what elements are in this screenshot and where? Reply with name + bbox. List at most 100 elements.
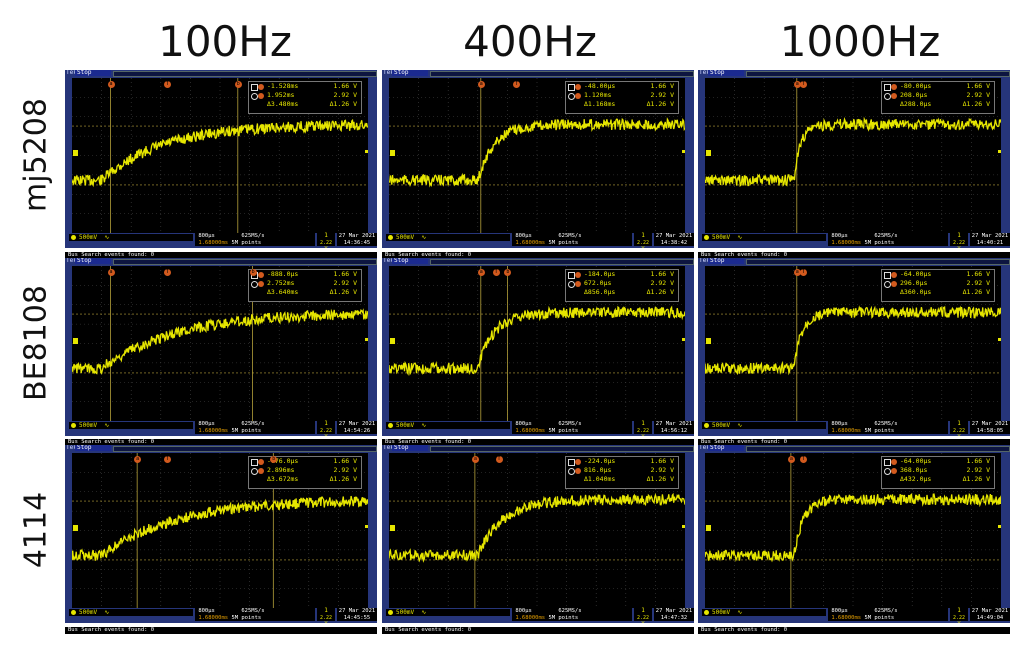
capture-time: 14:45:55 <box>343 614 371 621</box>
channel-settings[interactable]: 500mV ∿ <box>386 609 510 616</box>
trigger-settings[interactable]: 1 2.22 V <box>634 420 652 436</box>
waveform-screen[interactable]: -80.00µs 1.66 V 208.0µs 2.92 V Δ288.0µs … <box>705 78 1001 233</box>
stop-status[interactable]: Stop <box>75 258 111 264</box>
channel-settings[interactable]: 500mV ∿ <box>69 422 193 429</box>
waveform-screen[interactable]: -224.0µs 1.66 V 816.0µs 2.92 V Δ1.040ms … <box>389 453 685 608</box>
stop-status[interactable]: Stop <box>708 445 744 451</box>
timebase-settings[interactable]: 800µs 625MS/s 1.68000ms 5M points <box>195 608 315 621</box>
waveform-screen[interactable]: -64.00µs 1.66 V 296.0µs 2.92 V Δ360.0µs … <box>705 266 1001 421</box>
delta-volt: Δ1.26 V <box>646 475 674 483</box>
timebase-settings[interactable]: 800µs 625MS/s 1.68000ms 5M points <box>512 608 632 621</box>
trigger-settings[interactable]: 1 2.22 V <box>634 232 652 249</box>
trigger-level-icon[interactable] <box>998 338 1001 341</box>
ch1-marker-icon[interactable] <box>73 150 78 156</box>
channel-settings[interactable]: 500mV ∿ <box>386 422 510 429</box>
channel-settings[interactable]: 500mV ∿ <box>702 609 826 616</box>
timebase-settings[interactable]: 800µs 625MS/s 1.68000ms 5M points <box>828 233 948 246</box>
ch1-marker-icon[interactable] <box>706 338 711 344</box>
trigger-time-marker-icon[interactable]: T <box>799 269 807 276</box>
timebase-settings[interactable]: 800µs 625MS/s 1.68000ms 5M points <box>512 421 632 434</box>
ch1-marker-icon[interactable] <box>73 525 78 531</box>
cursor-readout: -184.0µs 1.66 V 672.0µs 2.92 V Δ856.0µs … <box>565 269 679 302</box>
cursor-a-icon <box>575 272 581 278</box>
bus-search-status: Bus Search events found: 0 <box>65 627 377 634</box>
stop-status[interactable]: Stop <box>708 258 744 264</box>
trigger-time-marker-icon[interactable]: T <box>799 456 807 463</box>
trigger-level-icon[interactable] <box>998 525 1001 528</box>
bus-search-status: Bus Search events found: 0 <box>382 627 694 634</box>
channel-settings[interactable]: 500mV ∿ <box>702 422 826 429</box>
delta-volt: Δ1.26 V <box>962 288 990 296</box>
ch1-marker-icon[interactable] <box>706 525 711 531</box>
trigger-settings[interactable]: 1 2.22 V <box>317 420 335 436</box>
cursor-b-marker-icon[interactable]: b <box>270 456 278 463</box>
trigger-settings[interactable]: 1 2.22 V <box>634 607 652 623</box>
trigger-settings[interactable]: 1 2.22 V <box>950 420 968 437</box>
cursor-a-marker-icon[interactable]: a <box>787 456 795 463</box>
trigger-settings[interactable]: 1 2.22 V <box>950 607 968 623</box>
timebase-settings[interactable]: 800µs 625MS/s 1.68000ms 5M points <box>195 421 315 434</box>
cursor-a-volt: 1.66 V <box>966 82 990 90</box>
delta-volt: Δ1.26 V <box>962 475 990 483</box>
trigger-time-marker-icon[interactable]: T <box>492 269 500 276</box>
cursor-a-marker-icon[interactable]: a <box>477 81 485 88</box>
cursor-b-marker-icon[interactable]: b <box>249 269 257 276</box>
channel-settings[interactable]: 500mV ∿ <box>69 234 193 241</box>
trigger-settings[interactable]: 1 2.22 V <box>950 232 968 248</box>
trigger-level-icon[interactable] <box>682 525 685 528</box>
stop-status[interactable]: Stop <box>392 445 428 451</box>
trigger-level-icon[interactable] <box>365 525 368 528</box>
waveform-screen[interactable]: -184.0µs 1.66 V 672.0µs 2.92 V Δ856.0µs … <box>389 266 685 421</box>
stop-status[interactable]: Stop <box>392 70 428 76</box>
ch1-marker-icon[interactable] <box>706 150 711 156</box>
trigger-level-icon[interactable] <box>365 150 368 153</box>
trigger-level-icon[interactable] <box>682 338 685 341</box>
trigger-level-icon[interactable] <box>365 338 368 341</box>
stop-status[interactable]: Stop <box>392 258 428 264</box>
trigger-level-icon[interactable] <box>998 150 1001 153</box>
cursor-a-marker-icon[interactable]: a <box>477 269 485 276</box>
channel-settings[interactable]: 500mV ∿ <box>702 234 826 241</box>
cursor-a-marker-icon[interactable]: a <box>134 456 142 463</box>
trigger-time-marker-icon[interactable]: T <box>163 269 171 276</box>
channel-settings[interactable]: 500mV ∿ <box>69 609 193 616</box>
trigger-settings[interactable]: 1 2.22 V <box>317 607 335 623</box>
ch1-marker-icon[interactable] <box>390 150 395 156</box>
trigger-level: 2.22 V <box>636 239 650 249</box>
ch1-marker-icon[interactable] <box>73 338 78 344</box>
trigger-time-marker-icon[interactable]: T <box>163 81 171 88</box>
channel-settings[interactable]: 500mV ∿ <box>386 234 510 241</box>
timebase-settings[interactable]: 800µs 625MS/s 1.68000ms 5M points <box>195 233 315 246</box>
cursor-a-marker-icon[interactable]: a <box>107 269 115 276</box>
cursor-a-marker-icon[interactable]: a <box>793 269 801 276</box>
waveform-screen[interactable]: -776.0µs 1.66 V 2.896ms 2.92 V Δ3.672ms … <box>72 453 368 608</box>
waveform-screen[interactable]: -64.00µs 1.66 V 368.0µs 2.92 V Δ432.0µs … <box>705 453 1001 608</box>
stop-status[interactable]: Stop <box>708 70 744 76</box>
cursor-a-marker-icon[interactable]: a <box>471 456 479 463</box>
time-per-div: 800µs <box>198 608 215 614</box>
cursor-a-icon <box>891 459 897 465</box>
trigger-time-marker-icon[interactable]: T <box>799 81 807 88</box>
timebase-settings[interactable]: 800µs 625MS/s 1.68000ms 5M points <box>828 421 948 434</box>
trigger-level: 2.22 V <box>952 427 966 437</box>
cursor-a-marker-icon[interactable]: a <box>793 81 801 88</box>
stop-status[interactable]: Stop <box>75 70 111 76</box>
ch1-marker-icon[interactable] <box>390 525 395 531</box>
trigger-settings[interactable]: 1 2.22 V <box>317 232 335 248</box>
cursor-b-marker-icon[interactable]: b <box>234 81 242 88</box>
trigger-time-marker-icon[interactable]: T <box>495 456 503 463</box>
cursor-b-icon <box>258 468 264 474</box>
waveform-screen[interactable]: -48.00µs 1.66 V 1.120ms 2.92 V Δ1.168ms … <box>389 78 685 233</box>
cursor-b-icon <box>891 281 897 287</box>
cursor-b-marker-icon[interactable]: b <box>504 269 512 276</box>
stop-status[interactable]: Stop <box>75 445 111 451</box>
trigger-level-icon[interactable] <box>682 150 685 153</box>
timebase-settings[interactable]: 800µs 625MS/s 1.68000ms 5M points <box>828 608 948 621</box>
trigger-time-marker-icon[interactable]: T <box>163 456 171 463</box>
timebase-settings[interactable]: 800µs 625MS/s 1.68000ms 5M points <box>512 233 632 246</box>
trigger-time-marker-icon[interactable]: T <box>513 81 521 88</box>
cursor-a-marker-icon[interactable]: a <box>107 81 115 88</box>
waveform-screen[interactable]: -888.0µs 1.66 V 2.752ms 2.92 V Δ3.640ms … <box>72 266 368 421</box>
ch1-marker-icon[interactable] <box>390 338 395 344</box>
waveform-screen[interactable]: -1.528ms 1.66 V 1.952ms 2.92 V Δ3.480ms … <box>72 78 368 233</box>
